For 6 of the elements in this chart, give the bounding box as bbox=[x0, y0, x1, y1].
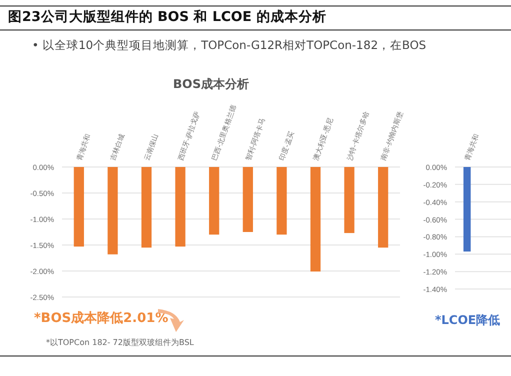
caption: 图23公司大版型组件的 BOS 和 LCOE 的成本分析 bbox=[8, 9, 326, 25]
text: *BOS成本降低2.01% bbox=[34, 311, 168, 326]
chart-title: BOS成本分析 bbox=[173, 77, 249, 91]
text: • 以全球10个典型项目地测算，TOPCon-G12R相对TOPCon-182，在BOS bbox=[32, 38, 426, 52]
text: *以TOPCon 182- 72版型双玻组件为BSL bbox=[46, 338, 194, 347]
text: *LCOE降低 bbox=[435, 313, 500, 327]
